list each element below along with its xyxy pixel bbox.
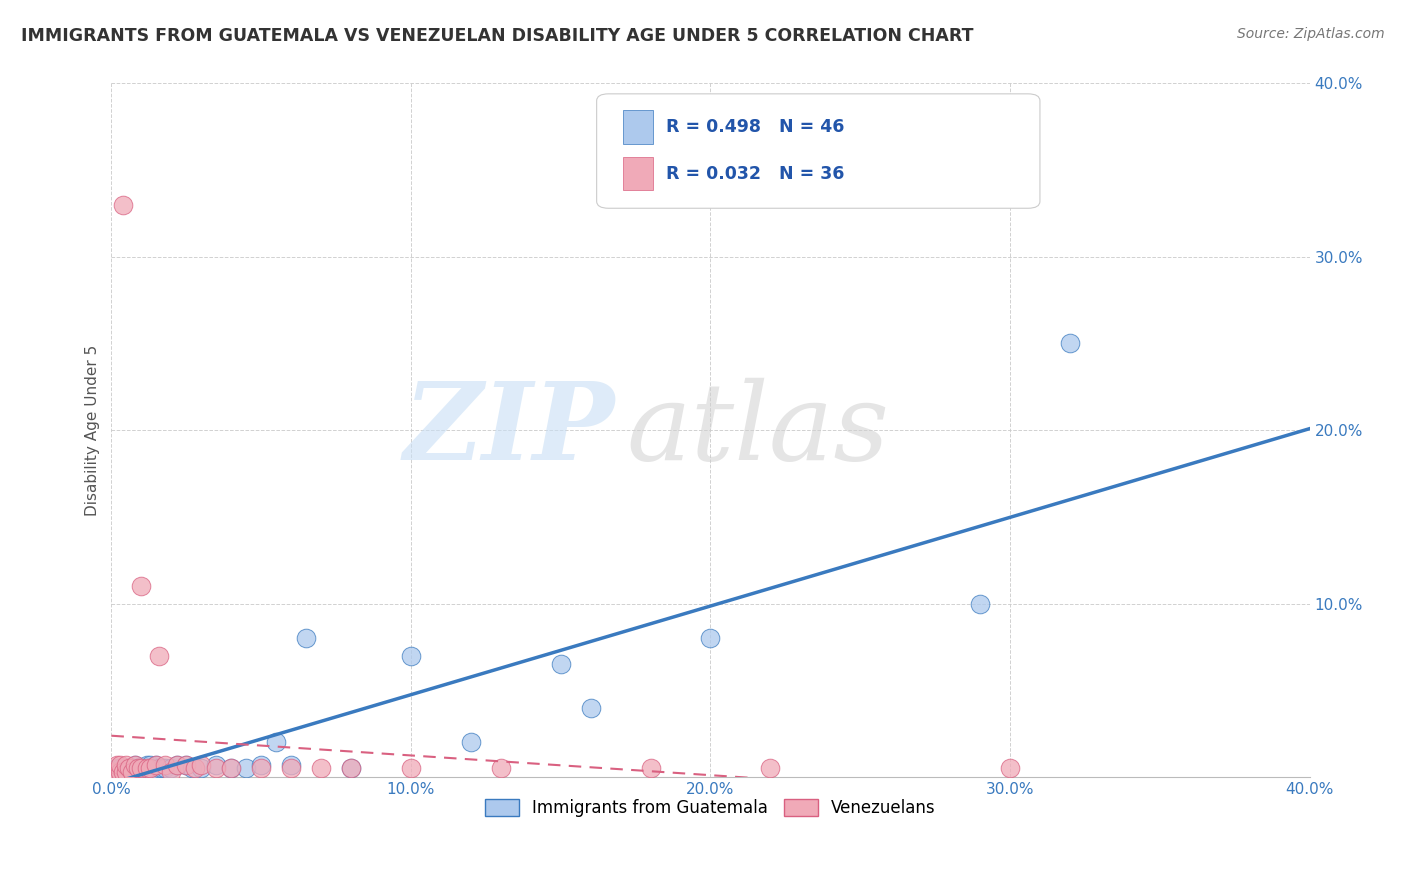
Point (235, 761, 257, 775)
Point (112, 761, 135, 775)
Point (759, 761, 782, 775)
Point (280, 761, 302, 775)
Point (118, 764, 141, 779)
Point (107, 764, 129, 779)
Text: R = 0.498   N = 46: R = 0.498 N = 46 (666, 118, 845, 136)
Point (112, 198, 135, 212)
Point (998, 761, 1021, 775)
Point (460, 735, 482, 749)
Point (640, 761, 662, 775)
Legend: Immigrants from Guatemala, Venezuelans: Immigrants from Guatemala, Venezuelans (478, 792, 942, 824)
Point (118, 761, 141, 775)
Point (219, 761, 242, 775)
Point (150, 761, 173, 775)
Text: IMMIGRANTS FROM GUATEMALA VS VENEZUELAN DISABILITY AGE UNDER 5 CORRELATION CHART: IMMIGRANTS FROM GUATEMALA VS VENEZUELAN … (21, 27, 973, 45)
Point (174, 757, 197, 772)
Point (340, 761, 363, 775)
Point (127, 764, 149, 779)
Point (340, 761, 363, 775)
Point (166, 757, 188, 772)
Point (131, 761, 153, 775)
Point (121, 764, 143, 779)
Point (136, 757, 159, 772)
Point (124, 757, 146, 772)
Point (124, 764, 146, 779)
Point (112, 764, 135, 779)
Point (160, 761, 183, 775)
Point (118, 761, 141, 775)
Point (115, 764, 138, 779)
Point (264, 735, 287, 749)
Point (107, 757, 129, 772)
Point (250, 761, 273, 775)
Point (969, 597, 991, 611)
Point (155, 761, 177, 775)
Point (174, 757, 197, 772)
Point (205, 757, 228, 772)
Point (121, 764, 143, 779)
Point (103, 764, 125, 779)
Point (124, 757, 146, 772)
Point (127, 761, 149, 775)
Point (127, 761, 149, 775)
Point (121, 761, 143, 775)
Text: ZIP: ZIP (404, 377, 614, 483)
Point (115, 764, 138, 779)
Point (145, 757, 167, 772)
Point (131, 761, 153, 775)
Point (103, 764, 125, 779)
Point (145, 757, 167, 772)
Point (205, 761, 228, 775)
Point (142, 764, 165, 779)
FancyBboxPatch shape (596, 94, 1040, 208)
Point (107, 761, 129, 775)
Point (489, 761, 512, 775)
Point (184, 761, 207, 775)
Point (181, 761, 204, 775)
Point (579, 700, 602, 714)
Point (190, 761, 212, 775)
Point (110, 757, 132, 772)
Point (131, 579, 153, 593)
Point (699, 631, 721, 645)
Point (280, 757, 302, 772)
Point (115, 761, 138, 775)
Point (1059, 336, 1081, 351)
Point (110, 764, 132, 779)
Point (134, 764, 156, 779)
Point (309, 761, 332, 775)
Point (550, 657, 572, 672)
Point (112, 764, 135, 779)
Point (110, 761, 132, 775)
Point (399, 648, 422, 663)
Point (139, 761, 162, 775)
Point (250, 757, 273, 772)
Text: R = 0.032   N = 36: R = 0.032 N = 36 (666, 165, 845, 183)
FancyBboxPatch shape (623, 157, 652, 190)
Point (110, 764, 132, 779)
Point (166, 757, 188, 772)
Text: Source: ZipAtlas.com: Source: ZipAtlas.com (1237, 27, 1385, 41)
Point (148, 648, 170, 663)
Point (399, 761, 422, 775)
FancyBboxPatch shape (623, 111, 652, 144)
Point (139, 757, 162, 772)
Y-axis label: Disability Age Under 5: Disability Age Under 5 (86, 344, 100, 516)
Point (295, 631, 318, 645)
Point (115, 757, 138, 772)
Point (136, 761, 159, 775)
Point (160, 764, 183, 779)
Text: atlas: atlas (627, 377, 890, 483)
Point (155, 757, 177, 772)
Point (219, 761, 242, 775)
Point (190, 757, 212, 772)
Point (107, 764, 129, 779)
Point (148, 761, 170, 775)
